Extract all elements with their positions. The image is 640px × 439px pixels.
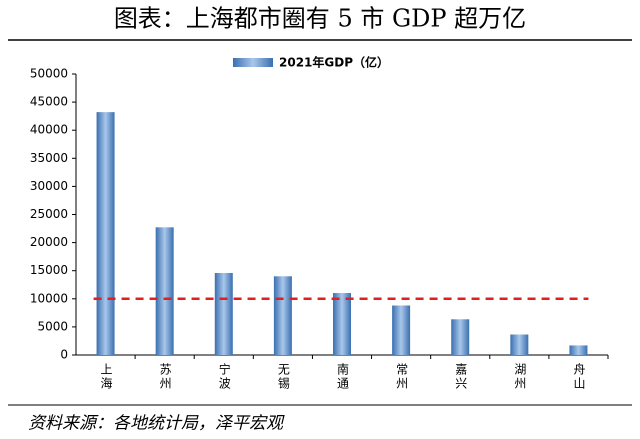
x-tick-label: 湖州 xyxy=(513,362,527,391)
bar xyxy=(214,272,233,355)
x-tick-label: 舟山 xyxy=(572,363,586,391)
x-tick-label: 宁波 xyxy=(217,362,231,391)
y-tick-label: 30000 xyxy=(30,179,68,193)
y-tick-label: 10000 xyxy=(30,291,68,305)
bar xyxy=(96,112,115,355)
y-tick-label: 45000 xyxy=(30,95,68,109)
y-tick-label: 35000 xyxy=(30,151,68,165)
source: 资料来源：各地统计局，泽平宏观 xyxy=(28,414,285,434)
x-tick-label: 苏州 xyxy=(158,363,172,391)
y-tick-label: 15000 xyxy=(30,263,68,277)
y-tick-label: 40000 xyxy=(30,123,68,137)
bar xyxy=(273,276,292,355)
bar xyxy=(510,334,529,355)
bar xyxy=(333,293,351,355)
bar xyxy=(392,305,411,355)
y-tick-label: 5000 xyxy=(37,319,68,333)
x-tick-label: 常州 xyxy=(395,363,409,391)
y-tick-label: 25000 xyxy=(30,207,68,221)
y-tick-label: 0 xyxy=(60,348,68,362)
x-tick-label: 南通 xyxy=(336,362,350,391)
y-tick-label: 50000 xyxy=(30,67,68,81)
legend-label: 2021年GDP（亿） xyxy=(279,55,389,70)
chart-title: 图表：上海都市圈有 5 市 GDP 超万亿 xyxy=(114,5,526,33)
y-tick-label: 20000 xyxy=(30,235,68,249)
legend-swatch xyxy=(233,58,273,67)
bar xyxy=(569,345,588,355)
x-tick-label: 无锡 xyxy=(276,363,290,391)
bar xyxy=(155,227,174,355)
x-tick-label: 上海 xyxy=(99,363,113,391)
x-tick-label: 嘉兴 xyxy=(454,363,468,391)
bar xyxy=(451,319,470,355)
